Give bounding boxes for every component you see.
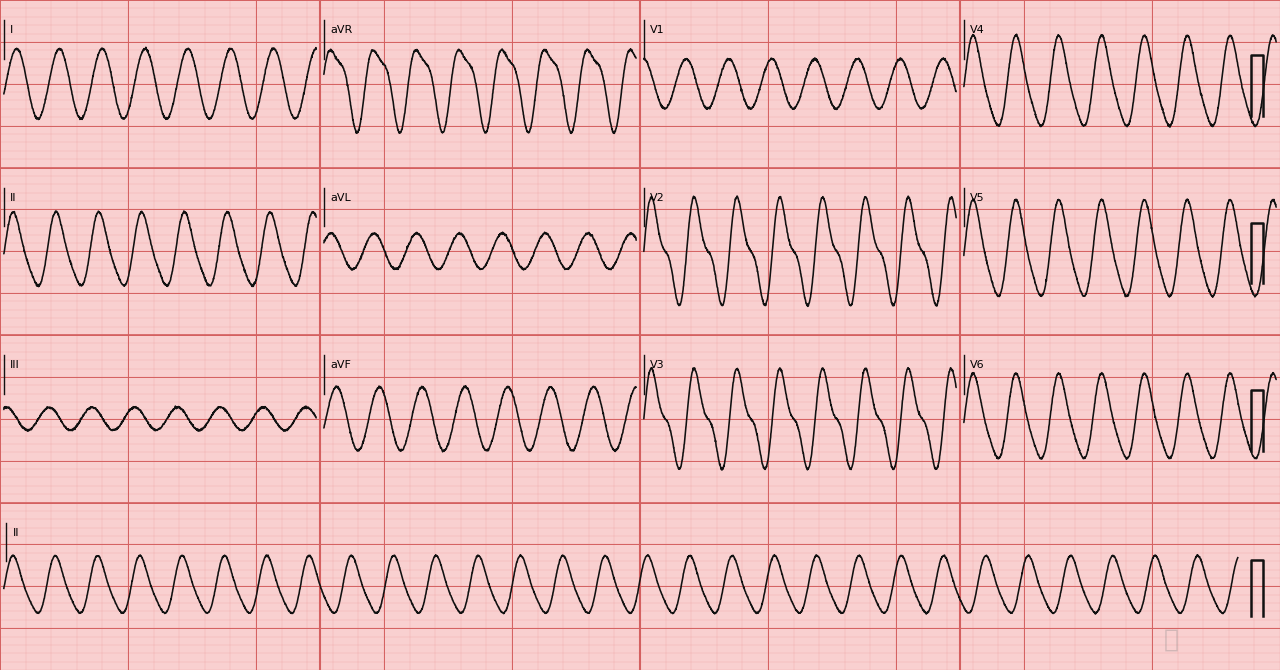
Text: V1: V1: [650, 25, 664, 35]
Text: aVR: aVR: [330, 25, 352, 35]
Text: III: III: [10, 360, 20, 370]
Text: II: II: [13, 528, 19, 537]
Text: 🦅: 🦅: [1164, 628, 1179, 652]
Text: aVL: aVL: [330, 193, 351, 202]
Text: V5: V5: [970, 193, 984, 202]
Text: II: II: [10, 193, 17, 202]
Text: V4: V4: [970, 25, 986, 35]
Text: I: I: [10, 25, 14, 35]
Text: V3: V3: [650, 360, 664, 370]
Text: V2: V2: [650, 193, 666, 202]
Text: aVF: aVF: [330, 360, 351, 370]
Text: V6: V6: [970, 360, 984, 370]
